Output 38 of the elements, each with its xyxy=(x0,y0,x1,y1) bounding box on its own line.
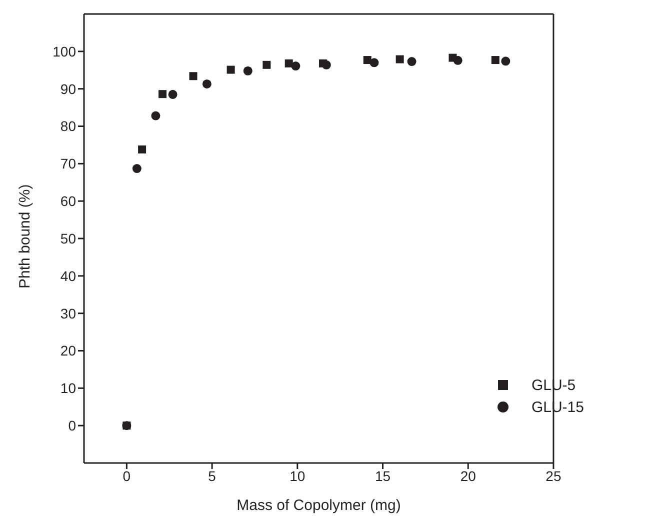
point xyxy=(132,164,142,174)
y-tick-label: 20 xyxy=(60,342,76,359)
point xyxy=(396,55,404,64)
y-tick-label: 60 xyxy=(60,193,76,210)
x-tick-label: 5 xyxy=(208,468,216,484)
x-axis-title: Mass of Copolymer (mg) xyxy=(236,497,401,514)
point xyxy=(322,60,331,70)
x-tick-label: 0 xyxy=(122,468,131,484)
y-tick-label: 40 xyxy=(60,268,76,284)
point xyxy=(168,90,178,99)
x-tick-label: 15 xyxy=(374,468,391,484)
point xyxy=(491,56,500,64)
y-tick-label: 50 xyxy=(60,230,76,246)
x-tick-label: 10 xyxy=(290,468,306,484)
point xyxy=(453,56,462,65)
point xyxy=(243,66,252,76)
y-tick-label: 100 xyxy=(52,43,76,60)
y-tick-label: 0 xyxy=(68,418,76,434)
point xyxy=(501,56,510,66)
point xyxy=(370,58,379,68)
point xyxy=(363,56,372,64)
point xyxy=(262,60,271,69)
point xyxy=(189,72,198,80)
y-axis-title: Phth bound (%) xyxy=(16,184,34,288)
y-tick-label: 70 xyxy=(60,156,76,172)
y-tick-label: 90 xyxy=(60,80,76,97)
point xyxy=(138,145,146,154)
point xyxy=(151,111,160,120)
point xyxy=(202,79,212,88)
point xyxy=(291,62,300,71)
y-tick-label: 10 xyxy=(60,380,76,396)
point xyxy=(158,90,167,98)
point xyxy=(407,57,416,66)
x-tick-label: 25 xyxy=(546,468,562,484)
y-tick-label: 80 xyxy=(60,118,76,134)
x-tick-label: 20 xyxy=(460,468,476,484)
y-tick-label: 30 xyxy=(60,305,76,322)
point xyxy=(226,66,235,74)
